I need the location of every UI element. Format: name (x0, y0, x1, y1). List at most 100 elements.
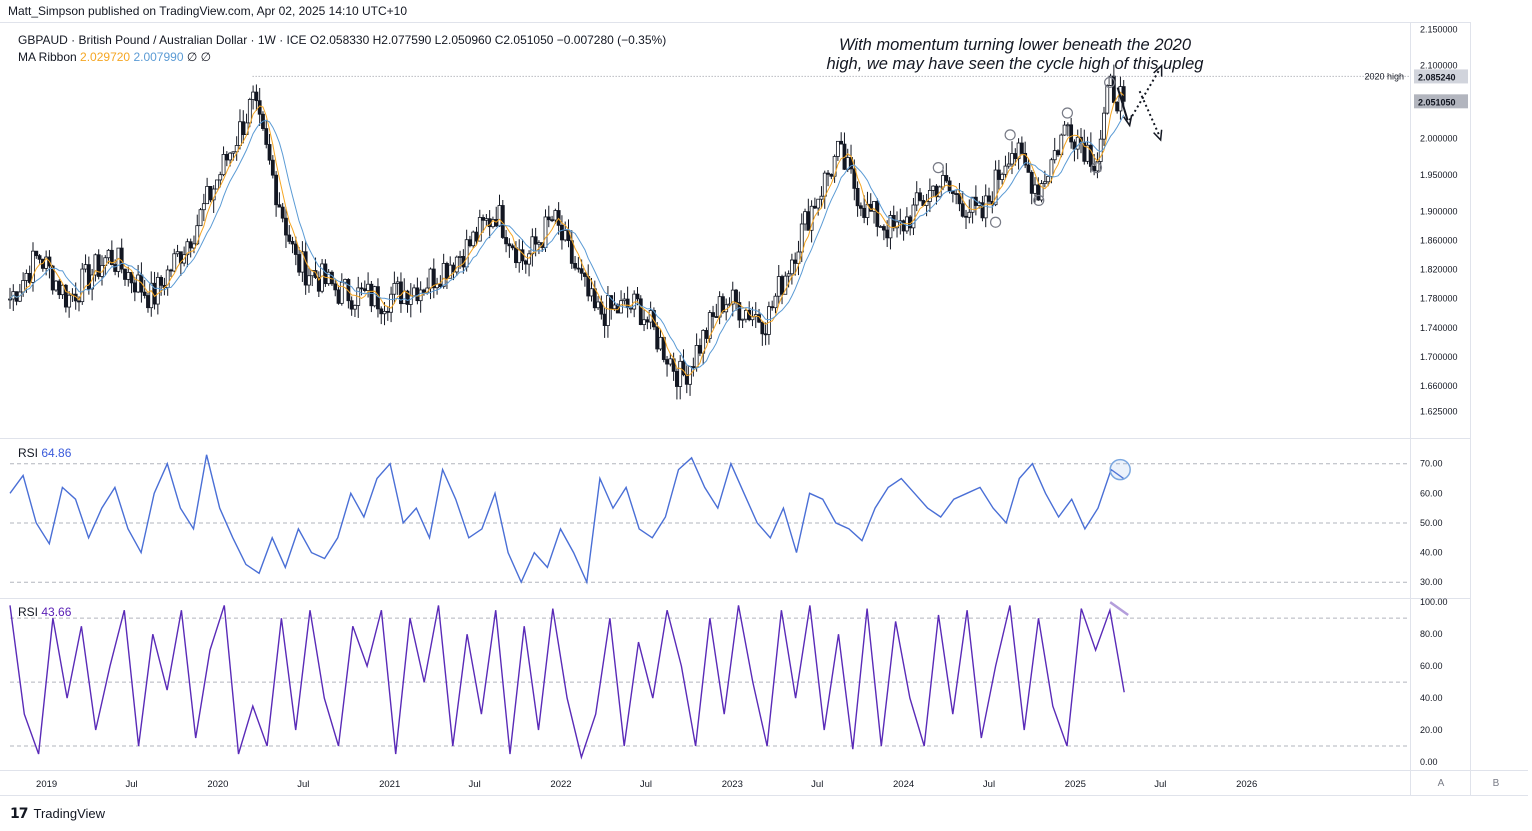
time-tick-2: 2020 (207, 779, 228, 790)
candle-body (343, 279, 347, 283)
candle-body (760, 321, 765, 335)
candle-body (247, 99, 252, 124)
candle-body (330, 271, 334, 285)
candle-body (1069, 124, 1074, 143)
candle-body (109, 249, 114, 265)
candle-body (119, 247, 124, 270)
candle-body (786, 273, 791, 277)
candle-body (372, 286, 377, 307)
tradingview-footer[interactable]: 𝟭𝟳 TradingView (10, 805, 105, 822)
candle-body (1033, 184, 1037, 194)
candle-body (155, 276, 160, 305)
symbol-legend[interactable]: GBPAUD · British Pound / Australian Doll… (18, 33, 666, 47)
candle-body (553, 210, 558, 221)
pane-button-a[interactable]: A (1437, 778, 1445, 789)
candle-body (858, 205, 863, 209)
candle-body (234, 145, 239, 153)
candle-body (560, 224, 564, 241)
ma-slow-line (9, 114, 1125, 370)
candle-body (297, 254, 302, 273)
candle-body (362, 288, 367, 291)
swing-marker-4 (1061, 107, 1073, 119)
reference-line-label: 2020 high (1364, 71, 1404, 81)
candle-body (737, 302, 742, 321)
candle-body (349, 300, 354, 310)
price-tick-8: 1.780000 (1420, 294, 1458, 304)
time-tick-7: Jul (640, 779, 652, 790)
candle-body (441, 263, 446, 288)
candle-body (264, 128, 269, 145)
rsi2-tick-3: 40.00 (1420, 693, 1443, 703)
candle-body (392, 283, 397, 295)
candle-body (520, 249, 525, 262)
ma-label[interactable]: MA Ribbon (18, 50, 77, 64)
projection-down-dotted (1138, 90, 1161, 137)
tradingview-logo-icon: 𝟭𝟳 (10, 805, 29, 821)
rsi1-label[interactable]: RSI (18, 446, 39, 460)
candle-body (914, 192, 919, 206)
candle-body (323, 263, 328, 285)
candle-body (796, 251, 801, 264)
candle-body (563, 230, 568, 241)
annotation-line-1: With momentum turning lower beneath the … (838, 36, 1192, 54)
rsi-legend-1[interactable]: RSI 64.86 (18, 446, 71, 460)
candle-body (428, 268, 433, 289)
candle-body (510, 245, 515, 249)
candles-group (8, 64, 1126, 400)
candle-body (638, 298, 643, 325)
candle-body (816, 198, 821, 209)
candle-body (270, 159, 275, 176)
symbol-title[interactable]: GBPAUD · British Pound / Australian Doll… (18, 33, 307, 47)
candle-body (1049, 159, 1054, 177)
candle-body (862, 207, 867, 218)
rsi2-tick-4: 20.00 (1420, 725, 1443, 735)
time-tick-11: Jul (983, 779, 995, 790)
candle-body (767, 306, 771, 335)
candle-body (507, 243, 512, 247)
candle-body (218, 174, 223, 181)
ma-ribbon-legend[interactable]: MA Ribbon 2.029720 2.007990 ∅ ∅ (18, 50, 211, 64)
candle-body (175, 251, 180, 255)
rsi-legend-2[interactable]: RSI 43.66 (18, 605, 71, 619)
candle-body (142, 291, 147, 296)
price-tick-3: 2.000000 (1420, 133, 1458, 143)
candle-body (136, 274, 141, 293)
candle-body (431, 268, 436, 289)
candle-body (533, 236, 538, 245)
candle-body (543, 216, 548, 248)
rsi1-tick-3: 40.00 (1420, 548, 1443, 558)
candle-body (474, 231, 479, 242)
candle-body (504, 237, 508, 245)
candle-body (819, 195, 824, 200)
time-tick-1: Jul (125, 779, 137, 790)
candle-body (704, 330, 709, 339)
projection-up-head (1153, 63, 1163, 77)
candle-body (1062, 124, 1067, 136)
candle-body (1042, 181, 1047, 184)
candle-body (527, 253, 531, 265)
candle-body (1026, 164, 1031, 173)
candle-body (484, 218, 489, 221)
candle-body (497, 205, 502, 227)
candle-body (612, 304, 617, 310)
candle-body (1019, 142, 1024, 154)
candle-body (530, 236, 535, 255)
rsi2-label[interactable]: RSI (18, 605, 39, 619)
candle-body (783, 275, 788, 295)
candle-body (37, 255, 42, 260)
candle-body (944, 175, 949, 182)
candle-body (336, 289, 341, 304)
candle-body (129, 272, 134, 284)
candle-body (875, 201, 880, 227)
candle-body (780, 276, 784, 295)
pane-button-b[interactable]: B (1492, 778, 1500, 789)
time-tick-0: 2019 (36, 779, 57, 790)
candle-body (1075, 136, 1080, 150)
candle-body (1010, 153, 1014, 165)
candle-body (996, 169, 1001, 180)
time-tick-3: Jul (297, 779, 309, 790)
rsi1-tick-4: 30.00 (1420, 577, 1443, 587)
candle-body (1000, 173, 1005, 180)
candle-body (100, 265, 104, 277)
